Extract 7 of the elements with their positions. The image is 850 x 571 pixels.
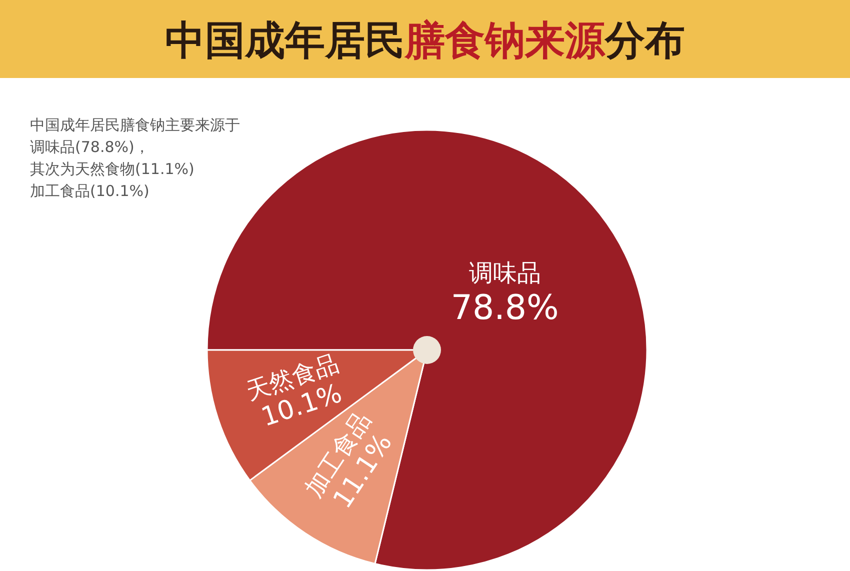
slice-label: 调味品 bbox=[468, 258, 541, 287]
chart-title: 中国成年居民膳食钠来源分布 bbox=[165, 18, 685, 64]
text: 中国成年居民膳食钠主要来源于 bbox=[30, 116, 240, 134]
data-label: 78.8% bbox=[450, 288, 559, 328]
text: 其次为天然食物(11.1%) bbox=[30, 160, 194, 178]
text: 调味品(78.8%)， bbox=[30, 138, 150, 156]
text: 加工食品(10.1%) bbox=[30, 182, 150, 200]
